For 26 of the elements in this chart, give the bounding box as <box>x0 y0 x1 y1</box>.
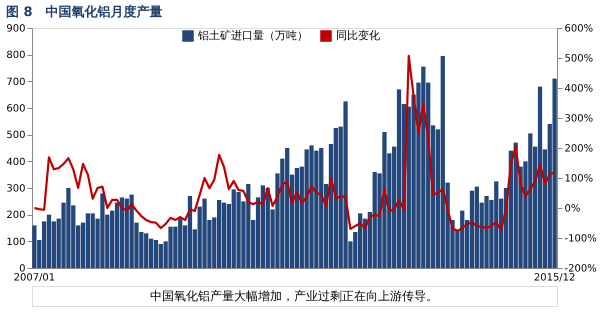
y2-tick-label: 500% <box>564 54 594 64</box>
y2-tick-label: 300% <box>564 114 594 124</box>
y-tick-label: 700 <box>6 76 26 88</box>
text: 中国氧化铝产量大幅增加，产业过剩正在向上游传导。 <box>150 289 438 303</box>
y-tick-label: 0 <box>19 264 26 274</box>
y2-tick-label: -100% <box>564 234 597 244</box>
legend-label: 铝土矿进口量（万吨） <box>197 29 308 42</box>
y-tick-label: 400 <box>6 156 26 168</box>
y-tick-label: 300 <box>6 184 26 194</box>
y-tick-label: 600 <box>6 104 26 114</box>
y2-tick-label: 0% <box>564 204 580 214</box>
x-tick-label: 2007/01 <box>14 272 56 284</box>
y-tick-label: 900 <box>6 24 26 34</box>
y-tick-label: 200 <box>6 210 26 222</box>
y2-tick-label: 200% <box>564 144 594 154</box>
x-tick-label: 2015/12 <box>534 272 576 284</box>
chart-title: 图 8 中国氧化铝月度产量 <box>6 4 162 20</box>
y2-tick-label: 400% <box>564 84 594 94</box>
y2-tick-label: -200% <box>564 264 597 274</box>
line-series <box>33 54 556 232</box>
y-tick-label: 500 <box>6 130 26 142</box>
y-tick-label: 800 <box>6 50 26 62</box>
y2-tick-label: 600% <box>564 24 594 34</box>
legend-label: 同比变化 <box>336 29 380 42</box>
y-tick-label: 100 <box>6 236 26 248</box>
y2-tick-label: 100% <box>564 174 594 184</box>
